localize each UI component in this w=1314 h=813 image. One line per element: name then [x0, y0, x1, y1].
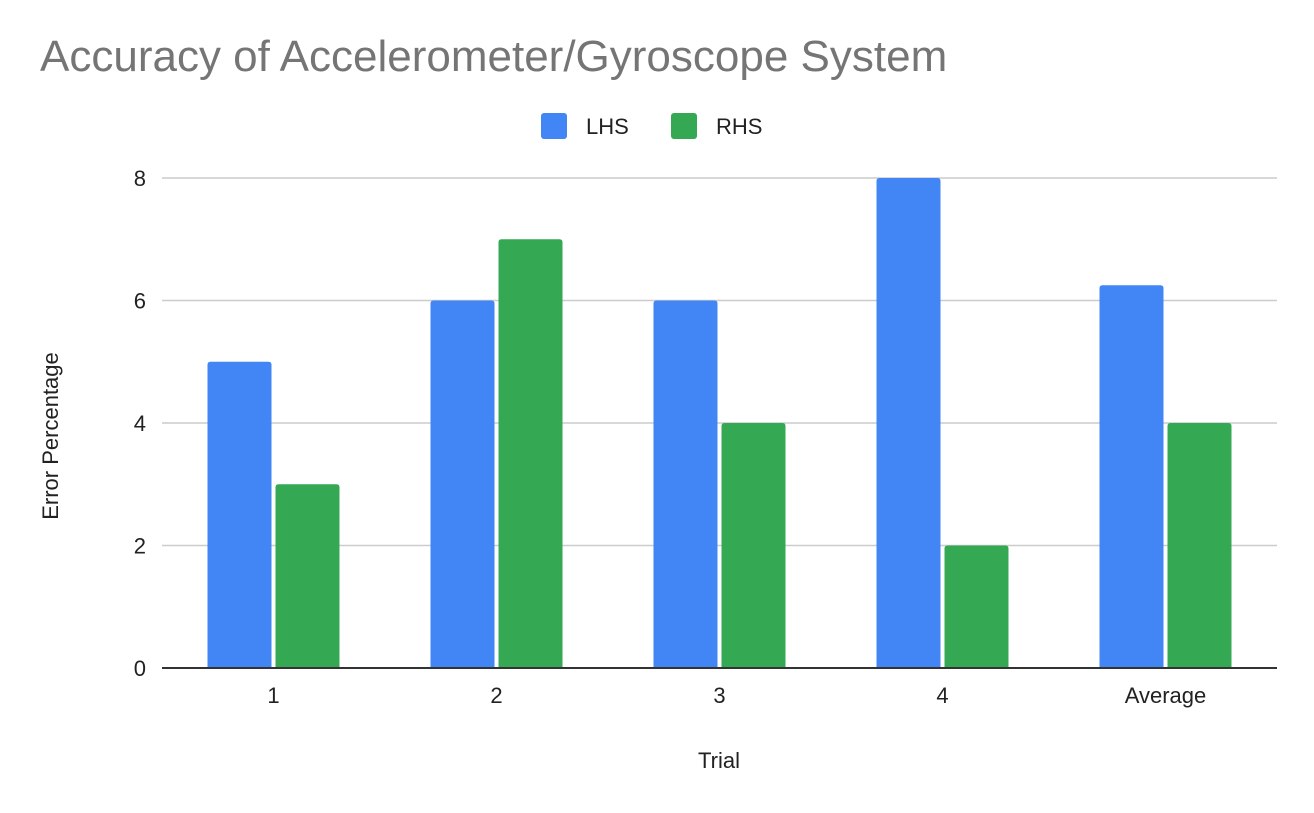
bar-rhs-average — [1167, 423, 1232, 668]
y-tick-label: 8 — [134, 166, 146, 191]
bar-lhs-2 — [430, 300, 495, 668]
legend-swatch-lhs — [541, 113, 567, 139]
bar-lhs-3 — [653, 300, 718, 668]
y-tick-label: 0 — [134, 656, 146, 681]
bar-lhs-average — [1099, 285, 1164, 668]
bar-rhs-4 — [944, 545, 1009, 668]
x-tick-label: 4 — [936, 683, 948, 708]
legend-swatch-rhs — [671, 113, 697, 139]
bar-rhs-3 — [721, 423, 786, 668]
x-tick-labels: 1 2 3 4 Average — [267, 683, 1206, 708]
y-tick-label: 2 — [134, 534, 146, 559]
gridlines — [162, 177, 1277, 547]
chart-title: Accuracy of Accelerometer/Gyroscope Syst… — [40, 32, 948, 81]
legend-label-rhs: RHS — [716, 114, 762, 139]
bar-rhs-2 — [498, 239, 563, 668]
y-tick-labels: 0 2 4 6 8 — [134, 166, 146, 681]
bar-lhs-1 — [207, 361, 272, 668]
x-tick-label: 2 — [490, 683, 502, 708]
bar-lhs-4 — [876, 178, 941, 668]
legend-label-lhs: LHS — [586, 114, 629, 139]
legend: LHS RHS — [541, 113, 762, 139]
y-axis-title: Error Percentage — [38, 352, 63, 520]
y-tick-label: 4 — [134, 411, 146, 436]
x-axis-title: Trial — [698, 748, 740, 773]
bar-rhs-1 — [275, 484, 340, 668]
bars — [207, 178, 1232, 668]
x-tick-label: 1 — [267, 683, 279, 708]
x-tick-label: Average — [1125, 683, 1207, 708]
x-tick-label: 3 — [713, 683, 725, 708]
y-tick-label: 6 — [134, 289, 146, 314]
